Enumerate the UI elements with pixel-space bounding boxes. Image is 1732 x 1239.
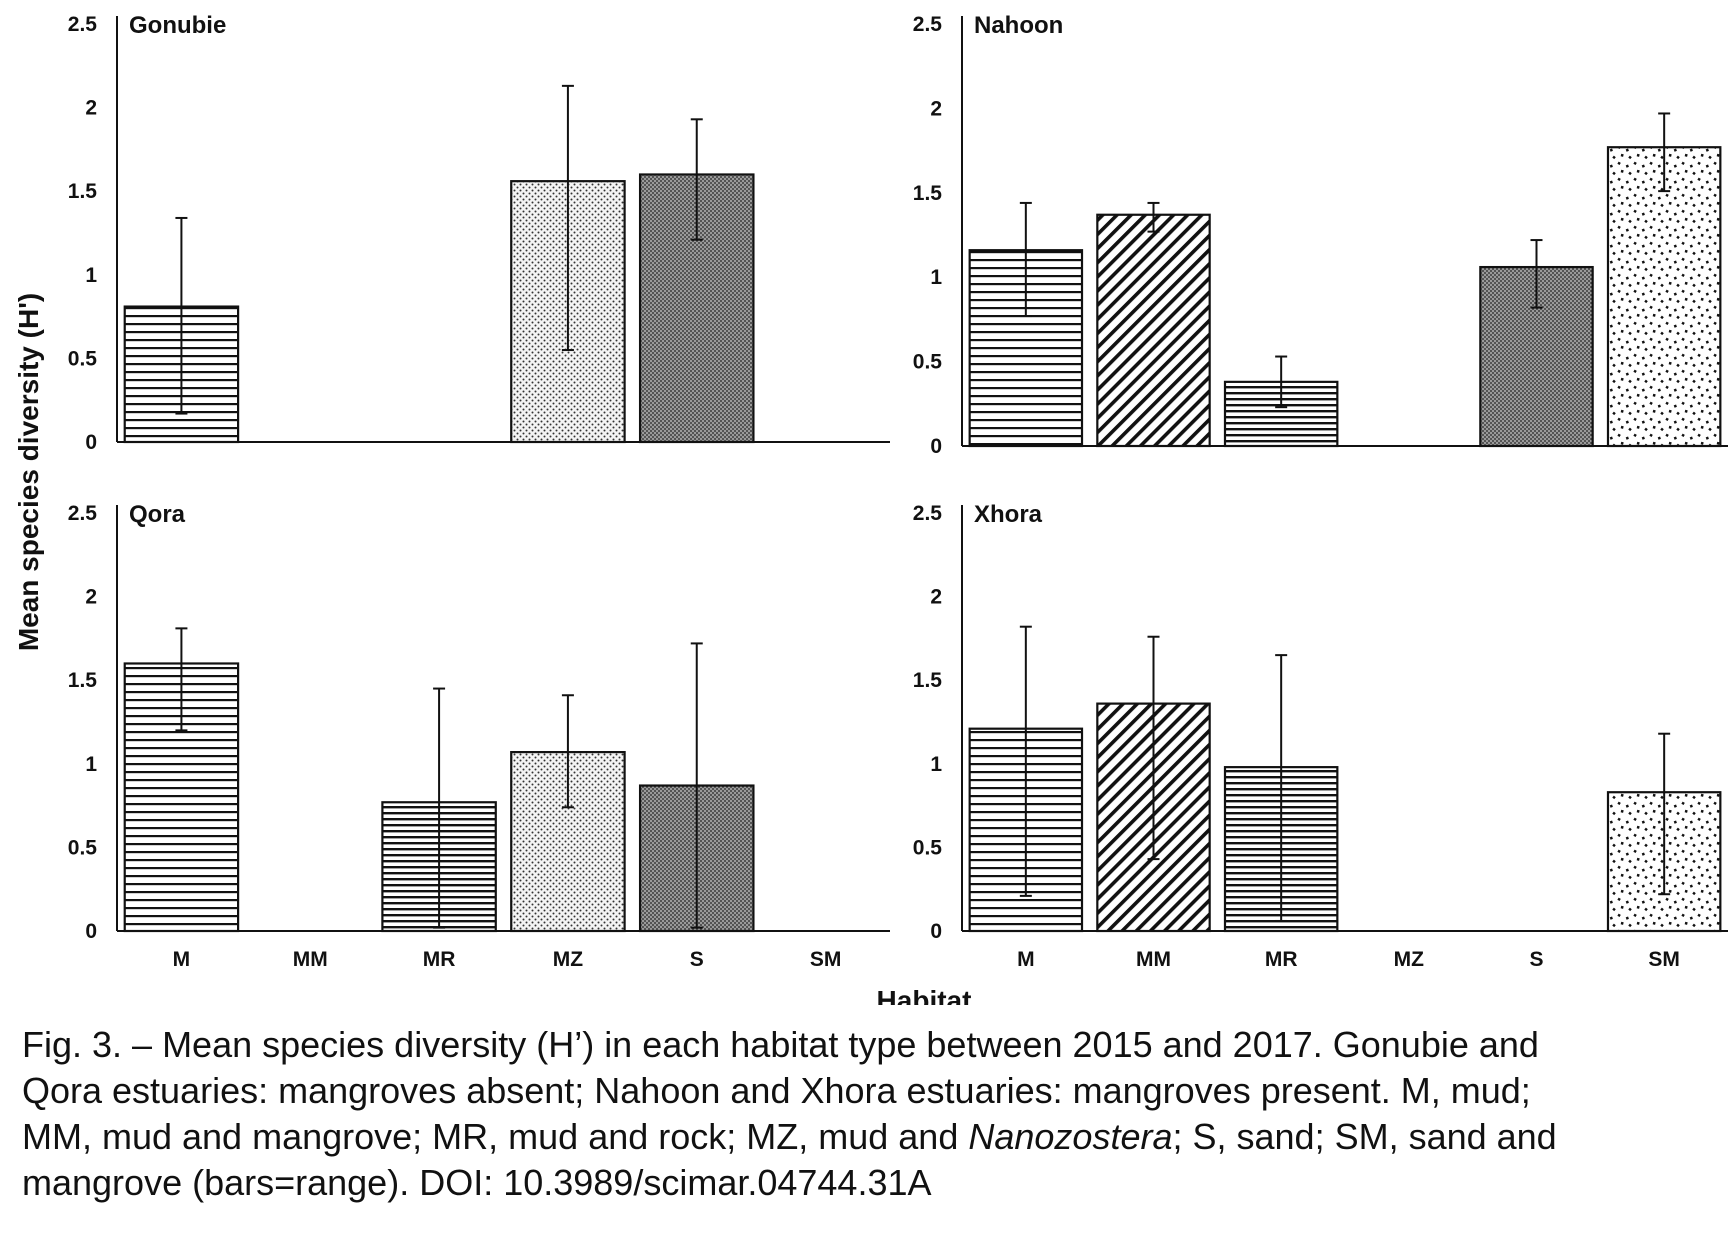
y-tick-label: 2.5: [913, 502, 943, 525]
panel-1: 0 0.5 1 1.5 2 2.5 Nahoon: [913, 12, 1728, 458]
panel-title: Qora: [129, 501, 186, 528]
y-tick-label: 0: [85, 431, 97, 454]
y-tick-label: 2.5: [68, 502, 98, 525]
y-tick-label: 1.5: [913, 182, 943, 205]
y-tick-label: 1: [85, 264, 97, 287]
y-tick-label: 2.5: [913, 13, 943, 36]
x-tick-label: S: [1529, 948, 1543, 971]
y-tick-label: 1.5: [913, 669, 943, 692]
x-tick-label: MZ: [553, 948, 583, 971]
y-axis-label: Mean species diversity (H'): [13, 293, 44, 651]
caption-line-4: mangrove (bars=range). DOI: 10.3989/scim…: [22, 1162, 932, 1203]
y-tick-label: 0.5: [68, 836, 98, 859]
y-tick-label: 1.5: [68, 669, 98, 692]
y-tick-label: 2: [85, 586, 97, 609]
x-tick-label: SM: [810, 948, 842, 971]
caption-line-2: Qora estuaries: mangroves absent; Nahoon…: [22, 1070, 1531, 1111]
panel-title: Nahoon: [974, 12, 1063, 39]
caption-line-3-start: MM, mud and mangrove; MR, mud and rock; …: [22, 1116, 969, 1157]
panel-title: Xhora: [974, 501, 1043, 528]
bar-MM: [1096, 213, 1211, 448]
x-tick-label: SM: [1648, 948, 1680, 971]
x-tick-label: MR: [1265, 948, 1298, 971]
caption-italic-genus: Nanozostera: [968, 1116, 1173, 1157]
caption-line-3: MM, mud and mangrove; MR, mud and rock; …: [22, 1114, 1712, 1160]
y-tick-label: 2: [85, 97, 97, 120]
x-tick-label: MZ: [1394, 948, 1424, 971]
y-tick-label: 0.5: [913, 351, 943, 374]
y-tick-label: 2.5: [68, 13, 98, 36]
figure: 0 0.5 1 1.5 2 2.5 Gonubie 0 0.5 1 1.5 2 2.5 Nahoon 0 0.…: [13, 12, 1728, 1005]
panel-title: Gonubie: [129, 12, 226, 39]
y-tick-label: 2: [930, 97, 942, 120]
y-tick-label: 0.5: [68, 347, 98, 370]
x-tick-label: MM: [1136, 948, 1171, 971]
x-tick-label: M: [1017, 948, 1035, 971]
y-tick-label: 0: [930, 435, 942, 458]
y-tick-label: 1: [85, 753, 97, 776]
caption-line-1: Fig. 3. – Mean species diversity (H’) in…: [22, 1024, 1539, 1065]
x-axis-label: Habitat: [877, 985, 972, 1005]
y-tick-label: 1: [930, 753, 942, 776]
x-tick-label: MR: [423, 948, 456, 971]
panels: 0 0.5 1 1.5 2 2.5 Gonubie 0 0.5 1 1.5 2 2.5 Nahoon 0 0.…: [68, 12, 1728, 971]
x-tick-label: MM: [293, 948, 328, 971]
x-tick-label: S: [690, 948, 704, 971]
y-tick-label: 0: [85, 920, 97, 943]
y-tick-label: 0.5: [913, 836, 943, 859]
figure-caption: Fig. 3. – Mean species diversity (H’) in…: [22, 1022, 1712, 1206]
y-tick-label: 1: [930, 266, 942, 289]
bar-SM: [1606, 146, 1722, 448]
y-tick-label: 2: [930, 586, 942, 609]
panel-0: 0 0.5 1 1.5 2 2.5 Gonubie: [68, 12, 890, 454]
x-tick-label: M: [173, 948, 191, 971]
y-tick-label: 1.5: [68, 180, 98, 203]
y-tick-label: 0: [930, 920, 942, 943]
caption-line-3-end: ; S, sand; SM, sand and: [1172, 1116, 1557, 1157]
